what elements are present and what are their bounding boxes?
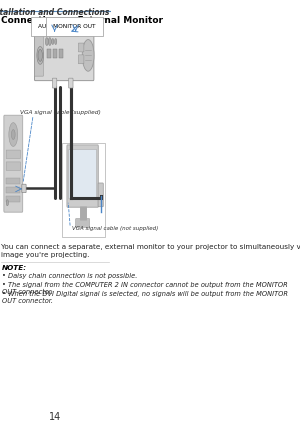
FancyBboxPatch shape xyxy=(22,184,26,192)
FancyBboxPatch shape xyxy=(53,50,57,59)
FancyBboxPatch shape xyxy=(6,178,20,184)
FancyBboxPatch shape xyxy=(6,187,20,193)
Text: AUDIO OUT: AUDIO OUT xyxy=(38,24,71,29)
Text: MONITOR OUT: MONITOR OUT xyxy=(53,24,96,29)
FancyBboxPatch shape xyxy=(6,162,20,170)
FancyBboxPatch shape xyxy=(47,50,51,59)
Text: You can connect a separate, external monitor to your projector to simultaneously: You can connect a separate, external mon… xyxy=(2,244,300,250)
FancyBboxPatch shape xyxy=(98,183,103,207)
FancyBboxPatch shape xyxy=(78,55,84,64)
Text: VGA signal cable (supplied): VGA signal cable (supplied) xyxy=(20,110,101,115)
FancyBboxPatch shape xyxy=(34,30,94,81)
FancyBboxPatch shape xyxy=(52,78,57,88)
Circle shape xyxy=(52,39,54,45)
FancyBboxPatch shape xyxy=(4,115,23,212)
Text: • Daisy chain connection is not possible.: • Daisy chain connection is not possible… xyxy=(2,273,138,279)
Circle shape xyxy=(37,47,44,64)
Text: • When the DVI Digital signal is selected, no signals will be output from the MO: • When the DVI Digital signal is selecte… xyxy=(2,291,288,304)
Text: • The signal from the COMPUTER 2 IN connector cannot be output from the MONITOR : • The signal from the COMPUTER 2 IN conn… xyxy=(2,282,288,295)
FancyBboxPatch shape xyxy=(6,196,20,202)
Circle shape xyxy=(45,38,48,45)
Circle shape xyxy=(55,39,57,45)
FancyBboxPatch shape xyxy=(35,35,44,76)
Text: VGA signal cable (not supplied): VGA signal cable (not supplied) xyxy=(72,226,158,231)
FancyBboxPatch shape xyxy=(58,50,63,59)
FancyBboxPatch shape xyxy=(69,78,73,88)
Circle shape xyxy=(48,38,51,45)
Text: 14: 14 xyxy=(49,413,62,422)
Circle shape xyxy=(82,39,94,71)
Circle shape xyxy=(11,130,15,139)
Circle shape xyxy=(6,200,8,206)
FancyBboxPatch shape xyxy=(6,150,20,159)
FancyBboxPatch shape xyxy=(76,219,90,228)
FancyBboxPatch shape xyxy=(69,149,97,199)
Circle shape xyxy=(9,123,18,146)
Text: Connecting an External Monitor: Connecting an External Monitor xyxy=(2,16,164,25)
Text: NOTE:: NOTE: xyxy=(2,265,27,271)
Circle shape xyxy=(38,50,42,61)
FancyBboxPatch shape xyxy=(78,43,84,52)
Text: 2. Installation and Connections: 2. Installation and Connections xyxy=(0,8,109,17)
FancyBboxPatch shape xyxy=(67,145,98,207)
Text: image you're projecting.: image you're projecting. xyxy=(2,252,90,258)
